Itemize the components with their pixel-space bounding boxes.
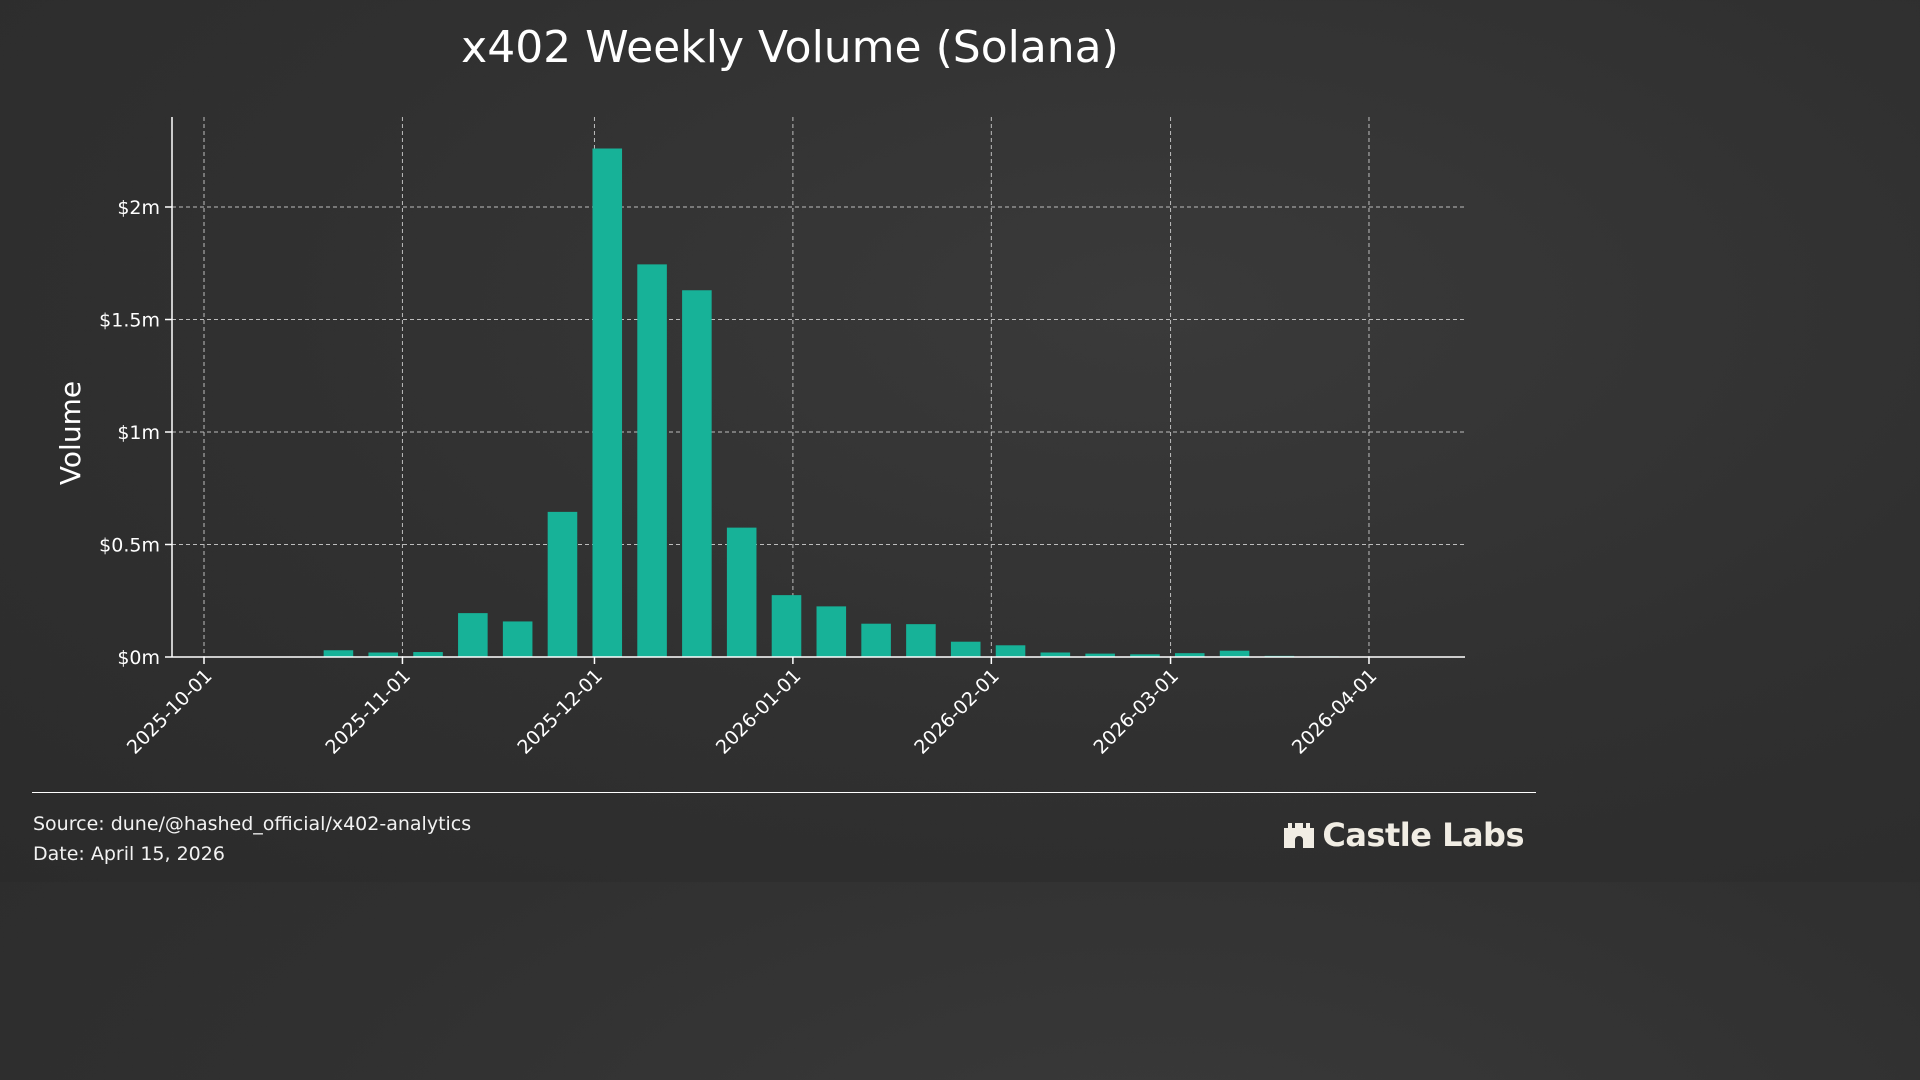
bars bbox=[323, 148, 1384, 657]
bar bbox=[547, 511, 578, 657]
bar bbox=[906, 624, 936, 657]
y-ticks: $0m $0.5m $1m $1.5m $2m bbox=[99, 197, 172, 669]
bar bbox=[771, 595, 802, 657]
y-tick-label: $0m bbox=[117, 647, 160, 669]
y-tick-label: $0.5m bbox=[99, 535, 160, 557]
bar bbox=[816, 606, 847, 657]
bar bbox=[1040, 652, 1071, 657]
x-ticks: 2025-10-01 2025-11-01 2025-12-01 2026-01-01… bbox=[123, 657, 1382, 759]
bar bbox=[413, 652, 443, 657]
bar bbox=[1174, 653, 1205, 657]
x-tick-label: 2025-10-01 bbox=[123, 665, 217, 759]
axes bbox=[171, 117, 1465, 658]
chart: x402 Weekly Volume (Solana) Volume $0m$0… bbox=[54, 22, 1465, 759]
footer-date: Date: April 15, 2026 bbox=[33, 843, 225, 865]
bar bbox=[368, 652, 399, 657]
castle-icon bbox=[1284, 823, 1315, 848]
y-tick-label: $1m bbox=[117, 422, 160, 444]
bar bbox=[995, 645, 1026, 657]
bar bbox=[1130, 654, 1160, 657]
grid bbox=[172, 117, 1465, 657]
bar bbox=[861, 623, 891, 657]
brand-logo: Castle Labs bbox=[1282, 816, 1524, 854]
x-tick-label: 2025-11-01 bbox=[321, 665, 415, 759]
brand-name: Castle Labs bbox=[1322, 816, 1524, 854]
bar bbox=[592, 148, 623, 657]
footer-divider bbox=[32, 792, 1536, 793]
footer-source: Source: dune/@hashed_official/x402-analy… bbox=[33, 813, 472, 835]
bar bbox=[1085, 653, 1115, 657]
x-tick-label: 2026-02-01 bbox=[910, 665, 1004, 759]
bar bbox=[458, 613, 488, 657]
y-tick-label: $2m bbox=[117, 197, 160, 219]
x-tick-label: 2026-03-01 bbox=[1089, 665, 1183, 759]
bar bbox=[726, 527, 757, 657]
y-axis-label: Volume bbox=[54, 381, 87, 485]
x-tick-label: 2026-04-01 bbox=[1288, 665, 1382, 759]
bar bbox=[637, 264, 667, 657]
bar bbox=[950, 641, 981, 657]
y-tick-label: $1.5m bbox=[99, 310, 160, 332]
bar bbox=[1219, 650, 1250, 657]
x-tick-label: 2025-12-01 bbox=[513, 665, 607, 759]
x-tick-label: 2026-01-01 bbox=[712, 665, 806, 759]
bar bbox=[682, 290, 712, 657]
chart-title: x402 Weekly Volume (Solana) bbox=[461, 22, 1119, 73]
bar bbox=[323, 650, 354, 657]
bar bbox=[502, 621, 533, 657]
